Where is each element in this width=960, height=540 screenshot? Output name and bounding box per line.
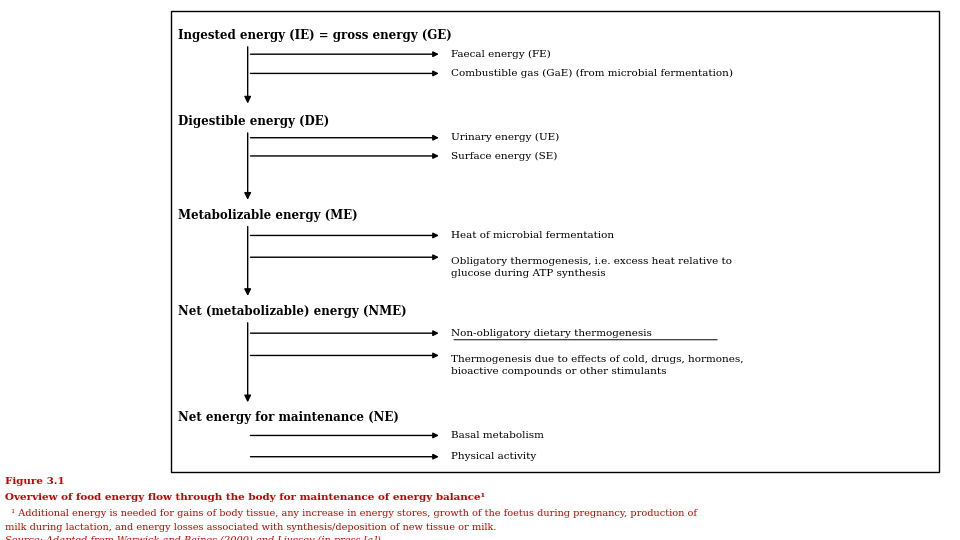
- Text: Combustible gas (GaE) (from microbial fermentation): Combustible gas (GaE) (from microbial fe…: [451, 69, 733, 78]
- Text: Surface energy (SE): Surface energy (SE): [451, 151, 558, 160]
- Text: Non-obligatory dietary thermogenesis: Non-obligatory dietary thermogenesis: [451, 329, 652, 338]
- Text: Urinary energy (UE): Urinary energy (UE): [451, 133, 560, 142]
- Text: Metabolizable energy (ME): Metabolizable energy (ME): [178, 208, 357, 222]
- Text: Source: Adapted from Warwick and Baines (2000) and Livesey (in press [a]).: Source: Adapted from Warwick and Baines …: [5, 536, 384, 540]
- Text: Basal metabolism: Basal metabolism: [451, 431, 544, 440]
- Bar: [171, 11, 939, 472]
- Text: Faecal energy (FE): Faecal energy (FE): [451, 50, 551, 59]
- Text: Heat of microbial fermentation: Heat of microbial fermentation: [451, 231, 614, 240]
- Text: Overview of food energy flow through the body for maintenance of energy balance¹: Overview of food energy flow through the…: [5, 492, 485, 502]
- Text: Figure 3.1: Figure 3.1: [5, 477, 64, 487]
- Text: Thermogenesis due to effects of cold, drugs, hormones,
bioactive compounds or ot: Thermogenesis due to effects of cold, dr…: [451, 355, 744, 376]
- Text: Ingested energy (IE) = gross energy (GE): Ingested energy (IE) = gross energy (GE): [178, 29, 451, 42]
- Text: milk during lactation, and energy losses associated with synthesis/deposition of: milk during lactation, and energy losses…: [5, 523, 496, 532]
- Text: Obligatory thermogenesis, i.e. excess heat relative to
glucose during ATP synthe: Obligatory thermogenesis, i.e. excess he…: [451, 257, 732, 278]
- Text: Net energy for maintenance (NE): Net energy for maintenance (NE): [178, 411, 398, 424]
- Text: Digestible energy (DE): Digestible energy (DE): [178, 115, 329, 128]
- Text: ¹ Additional energy is needed for gains of body tissue, any increase in energy s: ¹ Additional energy is needed for gains …: [5, 509, 697, 518]
- Text: Physical activity: Physical activity: [451, 452, 537, 461]
- Text: Net (metabolizable) energy (NME): Net (metabolizable) energy (NME): [178, 305, 406, 318]
